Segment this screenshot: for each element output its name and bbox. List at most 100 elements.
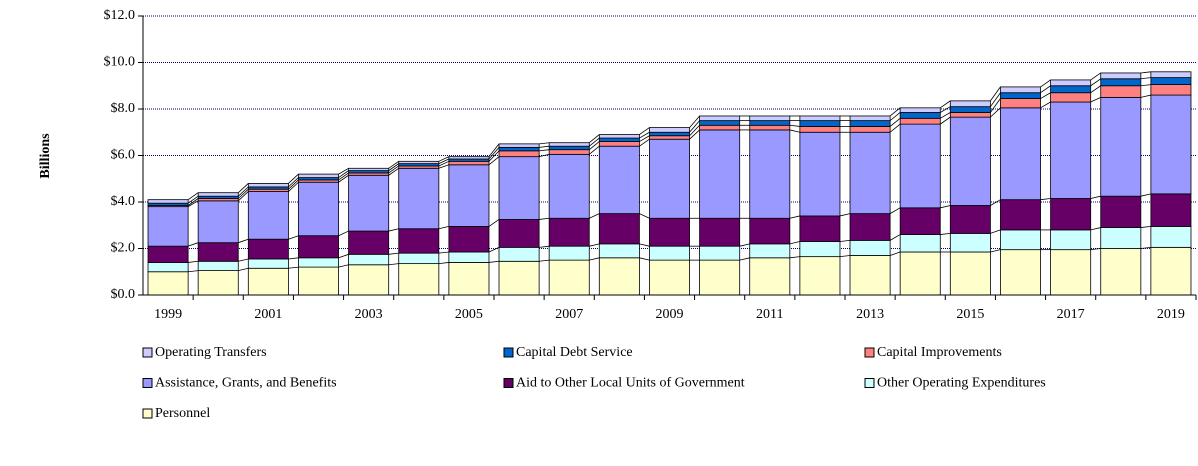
bar-segment — [749, 217, 791, 245]
bar-segment — [398, 252, 440, 265]
series-line — [539, 149, 550, 152]
legend-swatch — [503, 378, 514, 388]
legend-label: Personnel — [155, 406, 210, 421]
bar-segment — [749, 115, 791, 122]
bar-segment — [448, 164, 490, 227]
series-line — [539, 142, 550, 145]
x-tick-label: 2007 — [555, 307, 583, 322]
bar-segment — [548, 217, 590, 247]
bar-segment — [548, 145, 590, 151]
bar-segment — [548, 142, 590, 147]
bar-segment — [649, 131, 690, 137]
bar-segment — [899, 123, 941, 209]
x-tick-label: 2019 — [1157, 307, 1185, 322]
legend-label: Other Operating Expenditures — [877, 376, 1046, 391]
bar-segment — [247, 182, 289, 188]
bar-segment — [598, 137, 640, 142]
series-line — [539, 245, 550, 248]
bar-segment — [498, 143, 540, 148]
bar-segment — [699, 115, 741, 122]
bar-segment — [1100, 85, 1142, 98]
bar-segment — [147, 245, 189, 263]
bar-segment — [949, 112, 991, 118]
bar-segment — [298, 181, 339, 237]
y-tick-label: $2.0 — [111, 241, 136, 256]
series-line — [940, 112, 951, 119]
bar-segment — [799, 120, 841, 127]
series-line — [237, 191, 249, 202]
series-line — [488, 246, 500, 253]
series-line — [187, 198, 199, 206]
series-line — [689, 124, 700, 137]
series-line — [1040, 198, 1051, 201]
series-line — [639, 243, 650, 247]
bar-segment — [899, 251, 941, 296]
y-axis-title: Billions — [38, 133, 53, 179]
series-line — [689, 115, 700, 128]
series-line — [990, 86, 1001, 102]
series-line — [1090, 85, 1101, 94]
bar-segment — [448, 226, 490, 253]
legend-label: Capital Debt Service — [516, 345, 633, 360]
bar-segment — [799, 115, 841, 122]
bar-segment — [1050, 79, 1092, 87]
y-tick-label: $10.0 — [104, 55, 136, 70]
bar-segment — [298, 173, 339, 178]
bar-segment — [1100, 96, 1142, 197]
bar-segment — [1150, 71, 1192, 79]
series-line — [739, 257, 750, 261]
legend-label: Aid to Other Local Units of Government — [516, 376, 745, 391]
bar-segment — [699, 259, 741, 296]
bar-segment — [1050, 249, 1092, 296]
series-line — [589, 213, 600, 219]
bar-segment — [849, 239, 891, 256]
series-line — [639, 135, 650, 142]
bar-segment — [498, 156, 540, 220]
series-line — [639, 131, 650, 139]
legend-swatch — [864, 378, 875, 388]
bar-segment — [598, 257, 640, 296]
series-line — [839, 213, 851, 217]
series-line — [1040, 85, 1051, 94]
bar-segment — [147, 262, 189, 273]
series-line — [1140, 193, 1151, 197]
bar-segment — [699, 217, 741, 247]
series-line — [940, 106, 951, 113]
x-tick-label: 2005 — [455, 307, 483, 322]
series-line — [889, 107, 901, 117]
series-line — [187, 200, 199, 207]
bar-segment — [1100, 227, 1142, 249]
bar-segment — [899, 207, 941, 235]
y-tick-label: $4.0 — [111, 194, 136, 209]
bar-segment — [448, 156, 490, 160]
series-line — [238, 238, 249, 244]
series-line — [639, 257, 650, 261]
bar-segment — [197, 200, 239, 244]
series-line — [1090, 78, 1101, 87]
series-line — [990, 92, 1001, 107]
legend-label: Operating Transfers — [155, 345, 267, 360]
series-line — [388, 160, 399, 169]
bar-segment — [498, 219, 540, 248]
series-line — [388, 228, 399, 232]
series-line — [889, 251, 901, 256]
bar-segment — [247, 267, 289, 296]
series-line — [1090, 97, 1101, 103]
series-line — [338, 167, 349, 175]
bar-segment — [1100, 72, 1142, 80]
bar-segment — [949, 116, 991, 206]
bar-segment — [699, 245, 741, 261]
bar-segment — [1150, 246, 1192, 296]
series-line — [689, 129, 700, 140]
bar-segment — [548, 149, 590, 155]
series-line — [589, 137, 600, 147]
bar-segment — [1000, 92, 1041, 99]
bar-segment — [949, 232, 991, 253]
bar-segment — [849, 115, 891, 122]
series-line — [589, 257, 600, 261]
bar-segment — [899, 117, 941, 125]
series-line — [488, 219, 500, 227]
series-line — [589, 141, 600, 150]
bar-segment — [1000, 229, 1041, 251]
series-line — [338, 264, 349, 268]
